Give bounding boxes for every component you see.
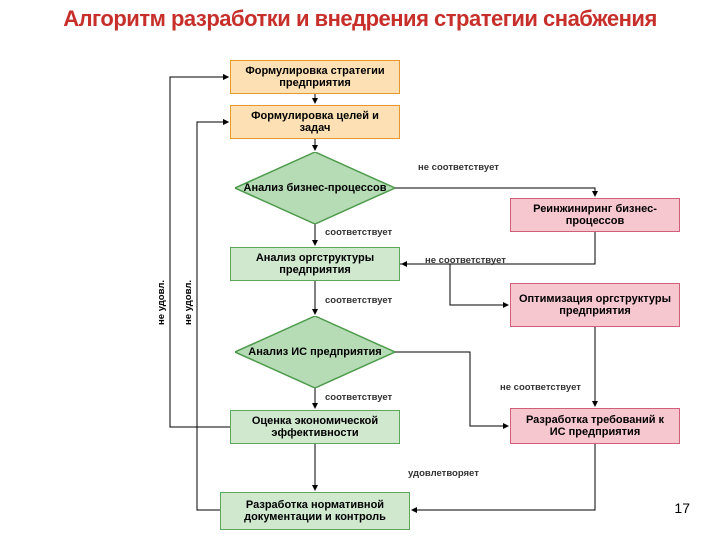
process-box-b_goals: Формулировка целей и задач — [230, 105, 400, 139]
edge-label-e4: соответствует — [325, 295, 392, 306]
process-box-b_docs: Разработка нормативной документации и ко… — [220, 492, 410, 530]
edge-label-e1: не соответствует — [418, 162, 499, 173]
process-box-b_orgstr: Анализ оргструктуры предприятия — [230, 247, 400, 281]
title-text: Алгоритм разработки и внедрения стратеги… — [63, 6, 657, 31]
process-box-b_isreq: Разработка требований к ИС предприятия — [510, 408, 680, 444]
edge-label-e5: не соответствует — [500, 382, 581, 393]
edge-label-e2: соответствует — [325, 227, 392, 238]
edge-label-text: соответствует — [325, 295, 392, 306]
edge-label-text: не соответствует — [425, 255, 506, 266]
edge-label-e3: не соответствует — [425, 255, 506, 266]
page-title: Алгоритм разработки и внедрения стратеги… — [0, 6, 720, 32]
box-label: Разработка нормативной документации и ко… — [227, 499, 403, 523]
process-box-b_strat: Формулировка стратегии предприятия — [230, 60, 400, 94]
edge-label-text: удовлетворяет — [408, 468, 479, 479]
edge-label-text: соответствует — [325, 392, 392, 403]
vtext-label: не удовл. — [156, 280, 167, 325]
process-box-b_optorg: Оптимизация оргструктуры предприятия — [510, 283, 680, 327]
vtext-label: не удовл. — [183, 280, 194, 325]
decision-diamond-d_bp: Анализ бизнес-процессов — [235, 152, 395, 224]
edge-label-e7: удовлетворяет — [408, 468, 479, 479]
box-label: Формулировка целей и задач — [237, 110, 393, 134]
box-label: Оптимизация оргструктуры предприятия — [517, 293, 673, 317]
box-label: Реинжиниринг бизнес-процессов — [517, 203, 673, 227]
process-box-b_econ: Оценка экономической эффективности — [230, 410, 400, 444]
box-label: Анализ оргструктуры предприятия — [237, 252, 393, 276]
decision-diamond-d_is: Анализ ИС предприятия — [235, 316, 395, 388]
edge-label-text: не соответствует — [500, 382, 581, 393]
page-number: 17 — [674, 500, 690, 516]
edge-label-e6: соответствует — [325, 392, 392, 403]
box-label: Разработка требований к ИС предприятия — [517, 414, 673, 438]
box-label: Формулировка стратегии предприятия — [237, 65, 393, 89]
edge-label-text: соответствует — [325, 227, 392, 238]
feedback-label-v2: не удовл. — [183, 280, 194, 325]
edge-label-text: не соответствует — [418, 162, 499, 173]
diamond-label: Анализ ИС предприятия — [248, 346, 381, 358]
process-box-b_reeng: Реинжиниринг бизнес-процессов — [510, 198, 680, 232]
box-label: Оценка экономической эффективности — [237, 415, 393, 439]
feedback-label-v1: не удовл. — [156, 280, 167, 325]
diamond-label: Анализ бизнес-процессов — [244, 182, 387, 194]
